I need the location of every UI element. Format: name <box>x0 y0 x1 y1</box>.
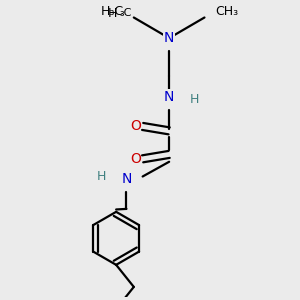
Text: N: N <box>164 31 174 45</box>
Text: ₃C: ₃C <box>119 8 131 18</box>
Text: H: H <box>190 93 199 106</box>
Text: H: H <box>97 170 106 183</box>
Text: H: H <box>108 7 118 20</box>
Text: N: N <box>121 172 132 186</box>
Text: H₃C: H₃C <box>100 5 124 18</box>
Text: CH₃: CH₃ <box>215 5 238 18</box>
Text: O: O <box>130 152 141 166</box>
Text: N: N <box>164 90 174 104</box>
Text: O: O <box>130 119 141 134</box>
